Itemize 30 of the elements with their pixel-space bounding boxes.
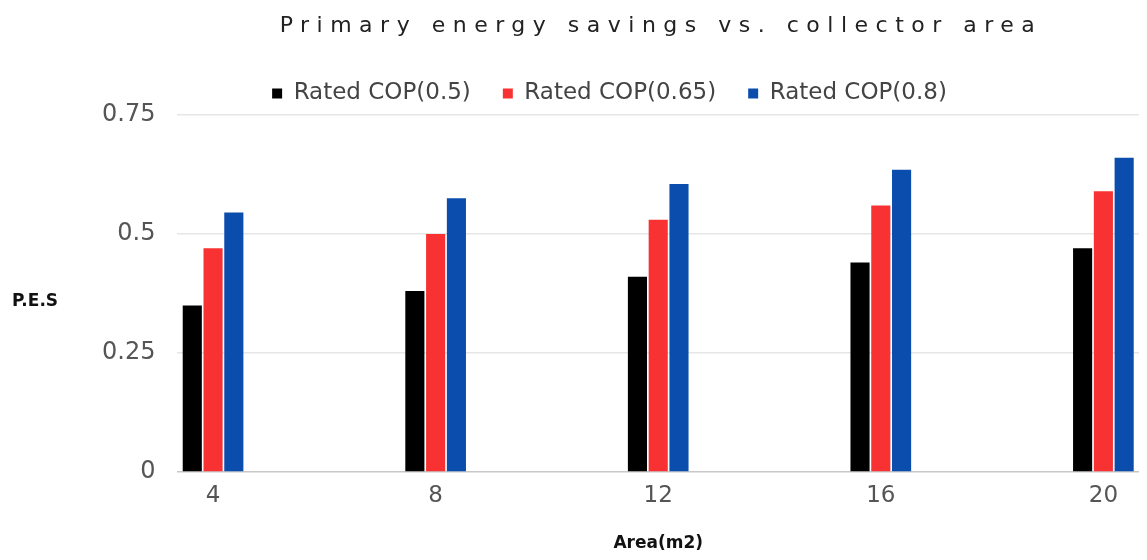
- x-tick-label: 4: [205, 480, 221, 507]
- bar: [182, 305, 202, 472]
- bar: [446, 198, 466, 472]
- bar: [892, 169, 912, 472]
- x-tick-label: 20: [1088, 480, 1119, 507]
- chart-title: Primary energy savings vs. collector area: [278, 11, 1044, 39]
- x-tick-label: 12: [643, 480, 673, 507]
- y-tick-label: 0.5: [117, 218, 156, 247]
- bar: [1114, 157, 1134, 472]
- bar: [648, 219, 668, 472]
- bar: [224, 212, 244, 472]
- y-tick-label: 0.25: [102, 337, 156, 366]
- bar: [1073, 248, 1093, 472]
- bar: [426, 234, 446, 472]
- x-axis-title: Area(m2): [613, 532, 704, 553]
- legend-label: Rated COP(0.8): [769, 78, 947, 105]
- bar: [203, 248, 223, 472]
- bar: [850, 262, 870, 472]
- y-tick-label: 0.75: [102, 99, 156, 128]
- y-axis-title: P.E.S: [12, 289, 59, 310]
- y-tick-label: 0: [140, 456, 156, 485]
- legend-label: Rated COP(0.65): [524, 78, 717, 105]
- bar: [871, 205, 891, 472]
- x-tick-label: 8: [428, 480, 443, 507]
- bar: [405, 291, 425, 472]
- bar: [627, 276, 647, 472]
- bar: [669, 184, 689, 472]
- legend-label: Rated COP(0.5): [293, 78, 471, 105]
- x-tick-label: 16: [866, 480, 896, 507]
- bar: [1093, 191, 1113, 472]
